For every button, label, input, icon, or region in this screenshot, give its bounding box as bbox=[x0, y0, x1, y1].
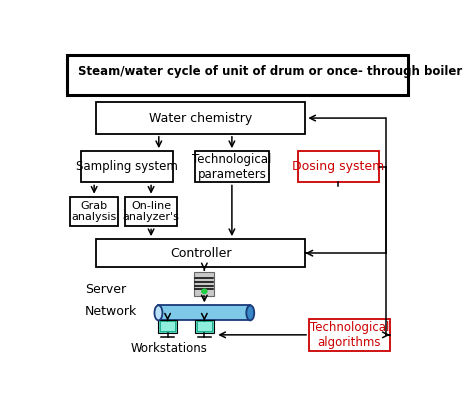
Bar bbox=[158, 320, 177, 333]
Bar bbox=[70, 197, 118, 226]
Text: Technological
algorithms: Technological algorithms bbox=[310, 321, 389, 349]
Text: Dosing system: Dosing system bbox=[292, 160, 384, 173]
Text: Sampling system: Sampling system bbox=[76, 160, 178, 173]
Bar bbox=[197, 322, 212, 330]
Bar bbox=[96, 239, 305, 267]
Text: Network: Network bbox=[85, 305, 137, 318]
Text: Steam/water cycle of unit of drum or once- through boiler: Steam/water cycle of unit of drum or onc… bbox=[78, 65, 462, 78]
Bar bbox=[82, 151, 173, 182]
Text: Server: Server bbox=[85, 283, 126, 296]
Bar bbox=[298, 151, 379, 182]
Bar bbox=[66, 55, 408, 95]
Bar bbox=[194, 272, 214, 295]
Ellipse shape bbox=[155, 305, 163, 320]
Text: Workstations: Workstations bbox=[131, 342, 208, 355]
Text: On-line
analyzer's: On-line analyzer's bbox=[123, 201, 180, 222]
Bar bbox=[195, 320, 214, 333]
Bar bbox=[96, 102, 305, 134]
Bar bbox=[160, 322, 175, 330]
Bar bbox=[158, 305, 250, 320]
Ellipse shape bbox=[246, 305, 254, 320]
Bar bbox=[125, 197, 177, 226]
Text: Technological
parameters: Technological parameters bbox=[192, 153, 272, 181]
Text: Water chemistry: Water chemistry bbox=[149, 111, 252, 124]
Circle shape bbox=[202, 289, 207, 293]
Text: Controller: Controller bbox=[170, 247, 231, 259]
Bar bbox=[195, 151, 269, 182]
Bar bbox=[309, 319, 390, 350]
Text: Grab
analysis: Grab analysis bbox=[72, 201, 117, 222]
